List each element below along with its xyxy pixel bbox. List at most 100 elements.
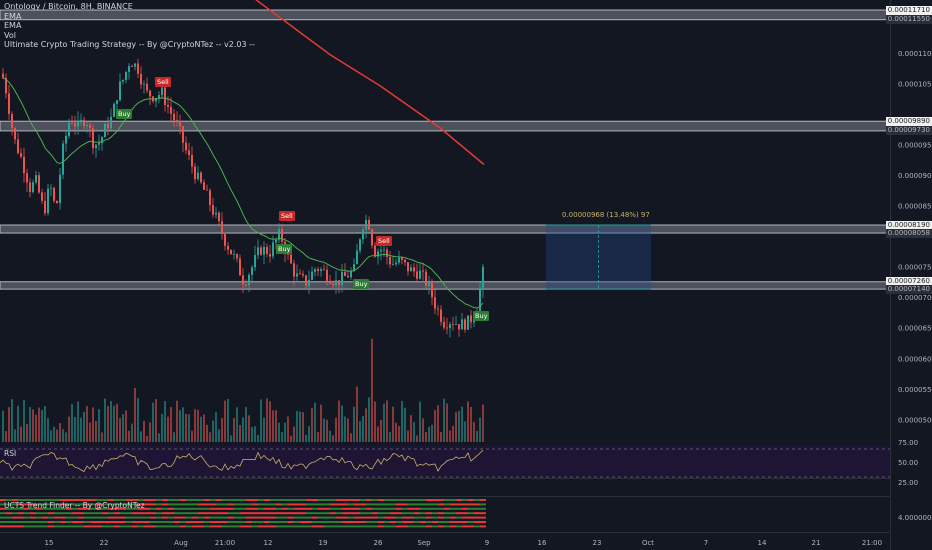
candle-body (452, 324, 454, 325)
trend-stripe (114, 525, 120, 528)
trend-stripe (294, 499, 300, 501)
volume-bar (311, 408, 313, 442)
trend-stripe (192, 499, 198, 501)
candle-body (167, 105, 169, 107)
candle-body (128, 66, 130, 72)
trend-stripe (198, 503, 204, 506)
trend-stripe (102, 516, 108, 519)
trend-tick-label: 4.00000000 (898, 514, 932, 522)
volume-bar (89, 422, 91, 442)
trend-stripe (234, 503, 240, 506)
trend-stripe (438, 512, 444, 515)
trend-stripe (414, 525, 420, 528)
candle-body (299, 273, 301, 275)
trend-stripe (132, 499, 138, 501)
trend-stripe (342, 525, 348, 528)
trend-stripe (180, 521, 186, 523)
trend-stripe (78, 499, 84, 501)
trend-stripe (258, 525, 264, 528)
trend-stripe (6, 507, 12, 510)
rsi-tick-label: 25.00 (898, 479, 918, 487)
volume-bar (245, 406, 247, 442)
trend-stripe (96, 512, 102, 515)
trend-stripe (120, 512, 126, 515)
trend-stripe (72, 499, 78, 501)
trend-stripe (270, 512, 276, 515)
volume-bar (119, 418, 121, 442)
trend-stripe (288, 499, 294, 501)
trend-stripe (270, 503, 276, 506)
candle-body (392, 264, 394, 266)
volume-bar (473, 422, 475, 442)
candle-body (251, 267, 253, 275)
candle-body (41, 192, 43, 201)
sell-signal: Sell (155, 77, 171, 87)
trend-stripe (180, 512, 186, 515)
trend-stripe (186, 525, 192, 528)
candle-body (185, 142, 187, 151)
volume-bar (80, 417, 82, 442)
volume-bar (305, 434, 307, 442)
volume-bar (17, 405, 19, 442)
trend-stripe (24, 499, 30, 501)
volume-bar (404, 407, 406, 442)
trend-stripe (222, 525, 228, 528)
volume-bar (242, 417, 244, 442)
trend-stripe (210, 507, 216, 510)
trend-stripe (192, 503, 198, 506)
pane-divider (0, 532, 890, 533)
trend-stripe (384, 507, 390, 510)
trend-stripe (144, 525, 150, 528)
volume-bar (164, 401, 166, 442)
volume-bar (329, 430, 331, 442)
trend-stripe (132, 525, 138, 528)
volume-bar (38, 407, 40, 442)
trend-stripe (12, 503, 18, 506)
trend-stripe (336, 499, 342, 501)
trend-stripe (312, 525, 318, 528)
trend-stripe (396, 507, 402, 510)
trend-stripe (120, 507, 126, 510)
trend-stripe (6, 525, 12, 528)
volume-bar (428, 426, 430, 442)
trend-stripe (282, 507, 288, 510)
trend-stripe (42, 525, 48, 528)
trend-stripe (468, 499, 474, 501)
trend-stripe (36, 521, 42, 523)
trend-stripe (462, 512, 468, 515)
trend-stripe (426, 503, 432, 506)
trend-stripe (264, 525, 270, 528)
volume-bar (110, 401, 112, 442)
trend-stripe (198, 521, 204, 523)
price-tick-label: 0.00008500 (898, 203, 932, 211)
trend-stripe (162, 503, 168, 506)
trend-stripe (60, 521, 66, 523)
trend-stripe (450, 521, 456, 523)
trend-stripe (102, 503, 108, 506)
legend-strategy: Ultimate Crypto Trading Strategy -- By @… (4, 40, 255, 49)
trend-stripe (0, 521, 6, 523)
trend-stripe (174, 507, 180, 510)
candle-body (161, 87, 163, 96)
trend-stripe (306, 499, 312, 501)
trend-stripe (66, 507, 72, 510)
candle-body (479, 289, 481, 313)
trend-stripe (72, 503, 78, 506)
volume-bar (122, 414, 124, 442)
trend-stripe (360, 499, 366, 501)
trend-stripe (222, 499, 228, 501)
volume-bar (8, 407, 10, 442)
volume-bar (476, 430, 478, 442)
trend-stripe (354, 521, 360, 523)
trend-stripe (180, 503, 186, 506)
trend-stripe (378, 507, 384, 510)
candle-body (398, 257, 400, 263)
trend-stripe (480, 516, 486, 519)
candle-body (389, 256, 391, 265)
trend-stripe (42, 499, 48, 501)
trend-stripe (204, 512, 210, 515)
trend-stripe (66, 512, 72, 515)
trend-stripe (372, 516, 378, 519)
trend-stripe (276, 521, 282, 523)
